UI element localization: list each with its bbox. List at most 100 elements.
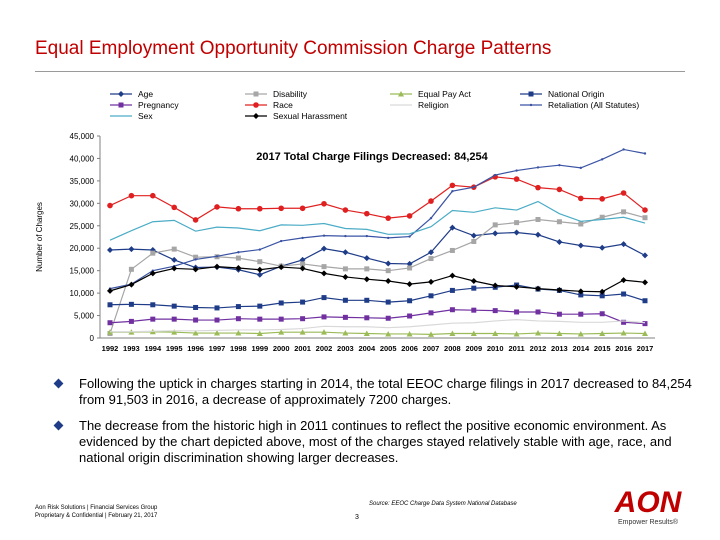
data-point-sexual-harassment	[278, 264, 285, 271]
data-point-disability	[642, 215, 648, 221]
data-point-race	[235, 205, 242, 212]
x-tick-label: 2003	[337, 344, 354, 353]
chart-annotation: 2017 Total Charge Filings Decreased: 84,…	[256, 151, 488, 163]
data-point-disability	[193, 254, 199, 260]
data-point-race	[278, 205, 285, 212]
data-point-pregnancy	[214, 317, 220, 323]
data-point-sexual-harassment	[535, 285, 541, 292]
data-point-national-origin	[599, 293, 605, 299]
data-point-disability	[492, 222, 498, 228]
data-point-sexual-harassment	[321, 270, 327, 277]
bullet-item: Following the uptick in charges starting…	[53, 376, 695, 408]
data-point-sexual-harassment	[449, 272, 456, 279]
data-point-age	[513, 229, 520, 236]
data-point-race	[257, 205, 263, 212]
x-tick-label: 2009	[465, 344, 482, 353]
data-point-race	[599, 196, 605, 202]
charge-patterns-chart: 0 5,000 10,000 15,000 20,000 25,000 30,000 35,0…	[35, 89, 655, 353]
data-point-age	[449, 224, 456, 231]
data-point-race	[171, 204, 177, 211]
y-tick-label: 10,000	[70, 289, 95, 298]
data-point-equal-pay-act	[449, 330, 456, 337]
data-point-retaliation-all-statutes	[322, 234, 326, 237]
page-title: Equal Employment Opportunity Commission …	[35, 38, 552, 59]
data-point-sexual-harassment	[363, 276, 370, 283]
data-point-sexual-harassment	[192, 266, 199, 273]
footer-info: Aon Risk Solutions | Financial Services …	[35, 504, 157, 520]
data-point-disability	[321, 264, 327, 270]
footer-line-1: Aon Risk Solutions | Financial Services …	[35, 505, 158, 511]
data-point-national-origin	[364, 297, 370, 303]
data-point-disability	[535, 216, 541, 222]
data-point-equal-pay-act	[577, 330, 584, 337]
data-point-sexual-harassment	[149, 270, 156, 277]
data-point-pregnancy	[449, 307, 455, 313]
data-point-sexual-harassment	[406, 281, 413, 288]
data-point-equal-pay-act	[599, 330, 606, 337]
x-tick-label: 2005	[380, 344, 397, 353]
data-point-age	[428, 249, 434, 256]
data-point-national-origin	[235, 304, 241, 310]
data-point-pregnancy	[599, 311, 605, 317]
x-tick-label: 2008	[444, 344, 461, 353]
x-tick-label: 2000	[273, 344, 290, 353]
data-point-national-origin	[193, 304, 199, 310]
legend-label-equal-pay-act: Equal Pay Act	[418, 89, 472, 99]
data-point-equal-pay-act	[492, 330, 499, 337]
data-point-disability	[556, 219, 562, 225]
data-point-race	[214, 204, 220, 210]
data-point-age	[470, 232, 477, 239]
data-point-race	[642, 207, 648, 213]
data-point-age	[107, 247, 113, 254]
data-point-retaliation-all-statutes	[429, 216, 433, 220]
y-tick-label: 30,000	[70, 199, 95, 208]
data-point-race	[128, 192, 135, 199]
data-point-equal-pay-act	[214, 330, 220, 336]
data-point-national-origin	[471, 285, 477, 291]
x-tick-label: 1993	[123, 344, 140, 353]
series-line-pregnancy	[109, 309, 646, 325]
x-tick-label: 2001	[294, 344, 311, 353]
y-tick-label: 35,000	[70, 177, 95, 186]
diamond-bullet-icon	[53, 378, 64, 389]
data-point-national-origin	[150, 302, 156, 308]
data-point-age	[492, 230, 499, 237]
x-tick-label: 2016	[615, 344, 632, 353]
data-point-national-origin	[449, 287, 455, 293]
data-point-equal-pay-act	[171, 329, 178, 335]
data-point-age	[385, 260, 392, 267]
legend-label-retaliation-all-statutes: Retaliation (All Statutes)	[548, 100, 639, 110]
x-tick-label: 2014	[572, 344, 590, 353]
data-point-disability	[578, 221, 584, 227]
legend-marker-pregnancy	[118, 102, 124, 108]
y-tick-label: 5,000	[74, 312, 95, 321]
legend-label-sexual-harassment: Sexual Harassment	[273, 111, 348, 121]
data-point-equal-pay-act	[406, 330, 413, 337]
x-tick-label: 1995	[166, 344, 183, 353]
data-point-disability	[150, 250, 156, 256]
logo-wordmark: AON	[614, 486, 683, 519]
data-point-equal-pay-act	[342, 330, 349, 336]
data-point-disability	[364, 266, 370, 272]
data-point-age	[256, 271, 263, 278]
data-point-disability	[257, 259, 263, 265]
data-point-race	[321, 200, 327, 207]
data-point-national-origin	[642, 298, 648, 304]
x-tick-label: 1994	[144, 344, 162, 353]
data-point-equal-pay-act	[321, 329, 327, 335]
data-point-disability	[599, 214, 605, 220]
data-point-national-origin	[171, 303, 177, 309]
data-point-pregnancy	[128, 318, 134, 324]
data-point-race	[299, 205, 306, 212]
data-point-retaliation-all-statutes	[301, 236, 304, 240]
data-point-equal-pay-act	[556, 330, 563, 337]
data-point-disability	[514, 220, 520, 226]
legend-label-national-origin: National Origin	[548, 89, 604, 99]
bullet-text: Following the uptick in charges starting…	[79, 376, 692, 407]
data-point-pregnancy	[514, 309, 520, 315]
data-point-sexual-harassment	[492, 282, 499, 289]
data-point-national-origin	[342, 297, 348, 303]
data-point-pregnancy	[556, 311, 562, 317]
data-point-sexual-harassment	[513, 283, 520, 290]
data-point-sexual-harassment	[342, 273, 349, 280]
